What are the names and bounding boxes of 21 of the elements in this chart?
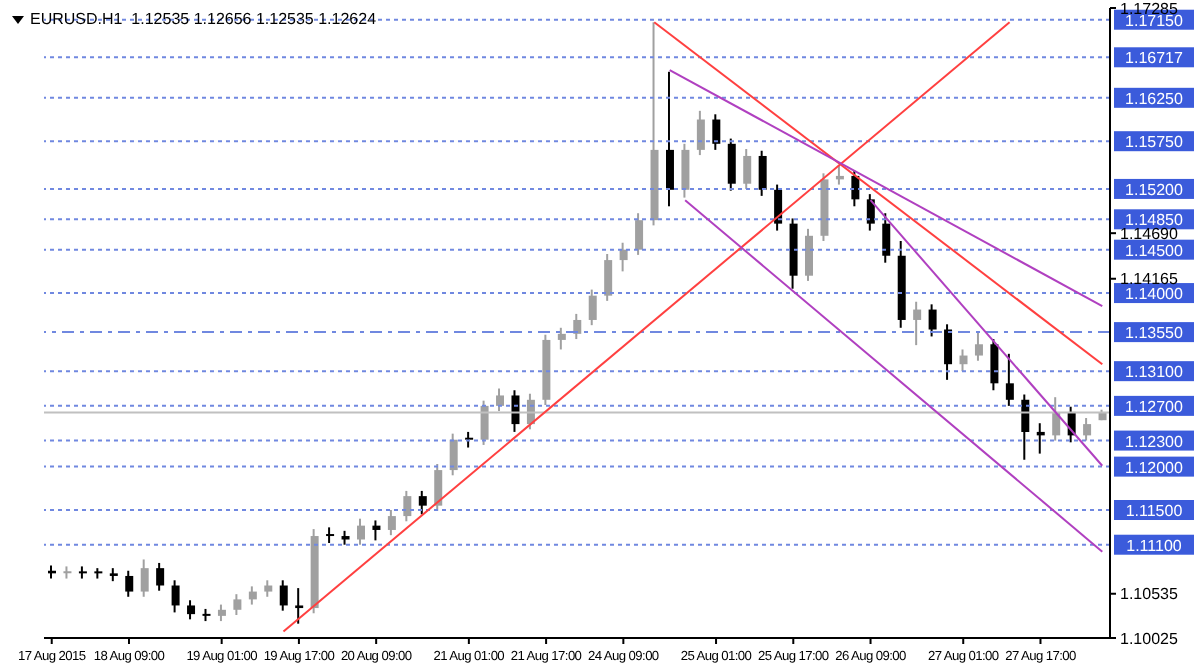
ref-line-label: 1.14000 — [1125, 285, 1185, 304]
ref-line-label: 1.13550 — [1125, 324, 1185, 343]
ref-line-label: 1.12300 — [1125, 432, 1185, 451]
y-tick-label: 1.10025 — [1120, 629, 1179, 648]
ref-line-label: 1.11100 — [1126, 536, 1183, 555]
ref-line-label: 1.16250 — [1125, 89, 1185, 108]
ref-line-label: 1.15200 — [1125, 180, 1185, 199]
candlestick — [326, 527, 335, 543]
candlestick — [78, 566, 87, 579]
ref-line-label: 1.14850 — [1125, 211, 1185, 230]
ref-line-label: 1.14500 — [1125, 241, 1185, 260]
y-tick-label: 1.10535 — [1120, 585, 1179, 604]
chart-title: EURUSD.H1 1.12535 1.12656 1.12535 1.12624 — [30, 10, 377, 28]
ref-line-label: 1.11500 — [1125, 502, 1184, 520]
ref-line-label: 1.15750 — [1125, 133, 1185, 152]
y-tick-label: 1.14690 — [1120, 224, 1179, 243]
ref-line-label: 1.12700 — [1125, 397, 1185, 416]
ref-line-label: 1.16717 — [1125, 49, 1185, 68]
ref-line-label: 1.13100 — [1125, 363, 1185, 382]
candlestick — [63, 566, 72, 579]
ref-line-label: 1.12000 — [1125, 458, 1185, 477]
